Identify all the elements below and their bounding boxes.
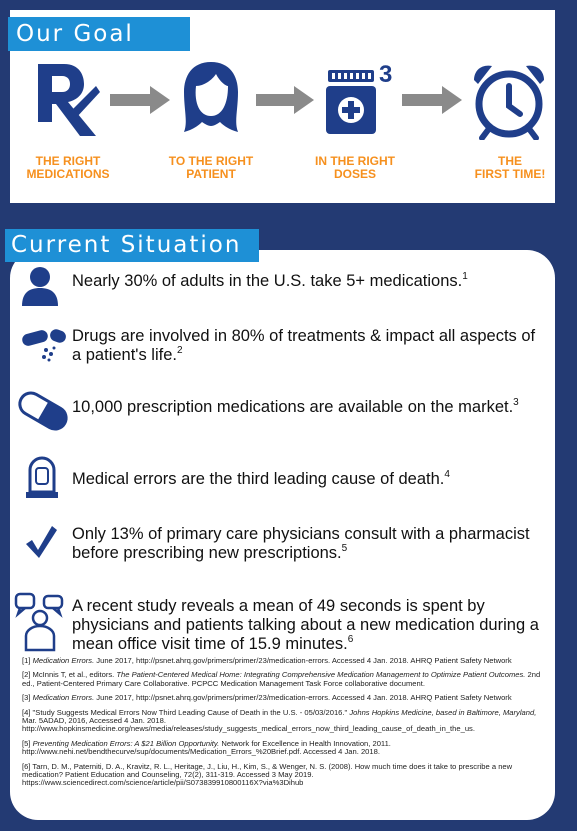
pills-icon [22,329,66,362]
situation-panel [10,250,555,820]
step-label: IN THE RIGHT DOSES [315,154,395,181]
rx-icon [38,64,100,136]
situation-title: Current Situation [5,229,259,262]
reference: [1] Medication Errors. June 2017, http:/… [22,656,512,665]
arrow-icon [256,86,314,114]
reference: [3] Medication Errors. June 2017, http:/… [22,693,512,703]
step-label: THE RIGHT MEDICATIONS [26,154,110,181]
list-item: 10,000 prescription medications are avai… [72,397,519,417]
reference: [4] "Study Suggests Medical Errors Now T… [22,707,537,734]
list-item: Medical errors are the third leading cau… [72,469,450,489]
pill-bottle-icon [326,70,376,134]
list-item: A recent study reveals a mean of 49 seco… [72,597,539,653]
references: [1] Medication Errors. June 2017, http:/… [22,656,542,794]
superscript-3: 3 [379,61,393,88]
reference: [5] Preventing Medication Errors: A $21 … [22,738,391,757]
list-item: Drugs are involved in 80% of treatments … [72,327,536,364]
arrow-icon [110,86,170,114]
checkmark-icon [26,526,57,558]
reference: [2] McInnis T, et al., editors. The Pati… [22,670,541,688]
person-icon [22,267,58,306]
step-label: THE FIRST TIME! [474,154,546,181]
alarm-clock-icon [474,65,544,140]
patient-head-icon [184,62,238,132]
speech-person-icon [14,592,64,652]
reference: [6] Tarn, D. M., Paterniti, D. A., Kravi… [22,761,513,788]
step-label: TO THE RIGHT PATIENT [168,154,254,181]
arrow-icon [402,86,462,114]
list-item: Nearly 30% of adults in the U.S. take 5+… [72,271,468,291]
list-item: Only 13% of primary care physicians cons… [72,525,530,562]
tombstone-icon [26,456,58,498]
goal-title: Our Goal [8,17,190,51]
capsule-icon [18,391,68,431]
